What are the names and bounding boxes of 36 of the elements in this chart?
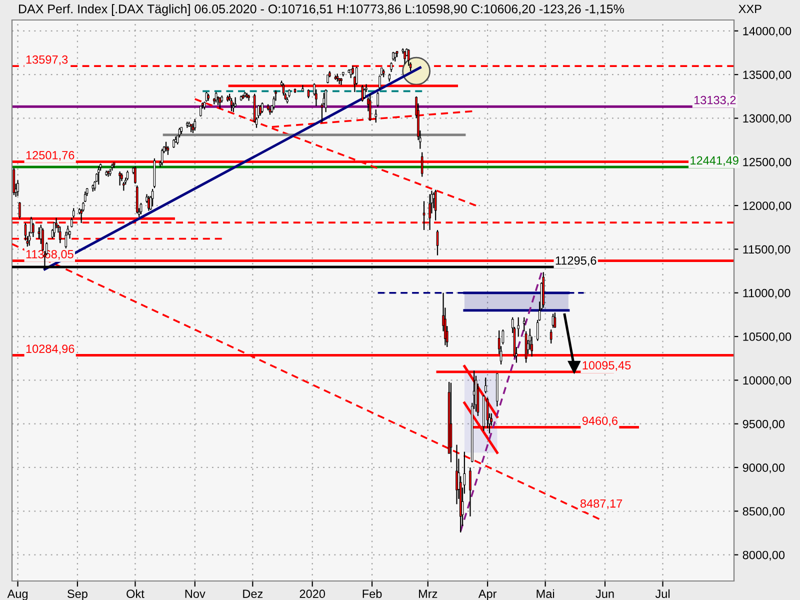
y-tick-label: 8000,00 xyxy=(742,550,785,561)
annotation: 13597,3 xyxy=(26,55,68,66)
x-tick-label: Sep xyxy=(67,590,88,600)
x-tick-label: Mai xyxy=(536,589,554,598)
annotation: 12501,76 xyxy=(26,151,74,161)
x-tick-label: Mrz xyxy=(419,590,438,598)
x-tick-label: Okt xyxy=(126,589,144,598)
annotation: 8487,17 xyxy=(580,499,622,510)
annotation: 10284,96 xyxy=(26,344,74,354)
annotation: 12441,49 xyxy=(690,156,738,166)
y-tick-label: 9500,00 xyxy=(742,420,785,430)
y-tick-label: 11500,00 xyxy=(743,245,790,255)
y-tick-label: 8500,00 xyxy=(742,507,785,517)
y-tick-label: 13500,00 xyxy=(743,70,792,80)
y-tick-label: 10000,00 xyxy=(743,376,792,386)
x-tick-label: Feb xyxy=(362,589,382,598)
x-tick-label: Nov xyxy=(185,590,206,598)
y-tick-label: 12000,00 xyxy=(743,202,792,212)
annotation: 11295,6 xyxy=(556,256,596,266)
chart-title: DAX Perf. Index [.DAX Täglich] 06.05.2020 - O:10716,51 H:10773,86 L:10598,90 C:10606,20 -123,26 -1,15% xyxy=(19,4,624,16)
annotation: 9460,6 xyxy=(582,416,618,426)
y-tick-label: 14000,00 xyxy=(743,26,792,37)
x-tick-label: Dez xyxy=(243,590,263,598)
x-tick-label: Jul xyxy=(655,589,670,598)
y-axis-title: XXP xyxy=(738,4,762,13)
y-tick-label: 12500,00 xyxy=(743,158,792,168)
y-tick-label: 11000,00 xyxy=(743,288,790,299)
annotation: 10095,45 xyxy=(582,361,631,371)
y-tick-label: 9000,00 xyxy=(742,464,785,474)
y-tick-label: 13000,00 xyxy=(743,114,792,124)
annotation: 13133,2 xyxy=(694,96,736,106)
x-tick-label: Jun xyxy=(596,590,614,598)
x-tick-label: Aug xyxy=(7,590,28,600)
y-tick-label: 10500,00 xyxy=(743,332,792,342)
x-tick-label: Apr xyxy=(478,590,497,600)
x-tick-label: 2020 xyxy=(300,590,326,598)
